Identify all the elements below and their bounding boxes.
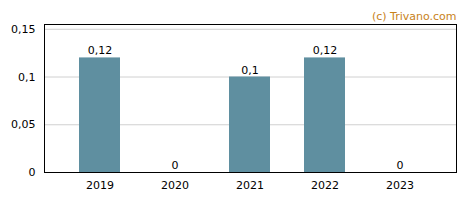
svg-text:0: 0: [172, 159, 179, 172]
svg-text:0,1: 0,1: [241, 64, 259, 77]
svg-text:(c) Trivano.com: (c) Trivano.com: [372, 10, 457, 23]
svg-text:2023: 2023: [386, 179, 414, 192]
svg-text:0,05: 0,05: [11, 118, 36, 131]
svg-text:2019: 2019: [86, 179, 114, 192]
svg-text:0,15: 0,15: [11, 23, 36, 36]
svg-text:2021: 2021: [236, 179, 264, 192]
svg-text:0,1: 0,1: [18, 71, 36, 84]
svg-text:0: 0: [397, 159, 404, 172]
svg-text:2020: 2020: [161, 179, 189, 192]
svg-text:0,12: 0,12: [88, 44, 113, 57]
svg-text:0,12: 0,12: [313, 44, 338, 57]
svg-text:0: 0: [29, 166, 36, 179]
svg-text:2022: 2022: [311, 179, 339, 192]
